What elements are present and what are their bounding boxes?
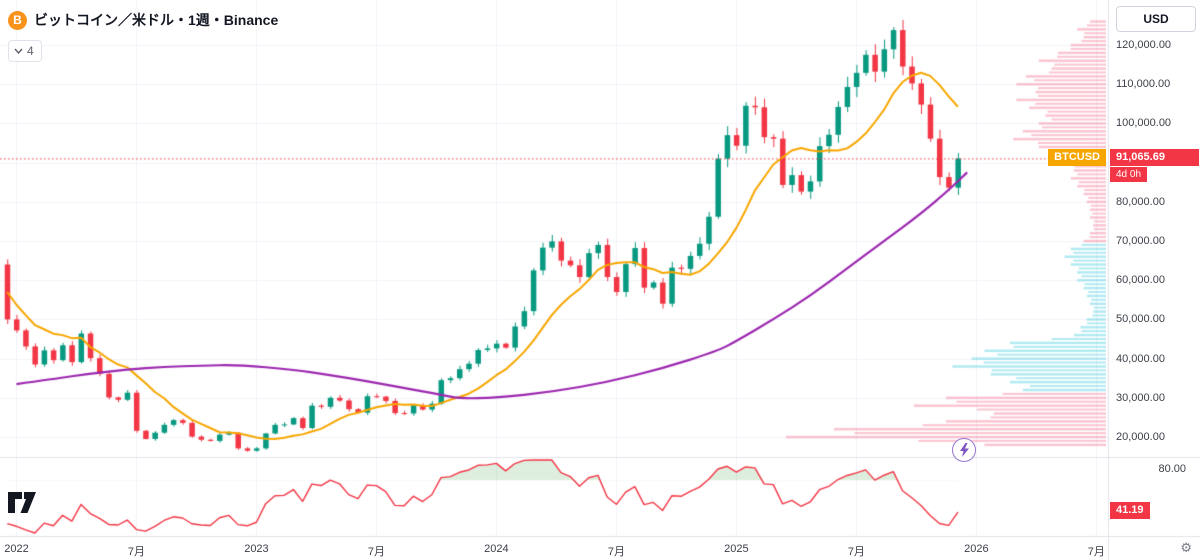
bar-countdown-badge: 4d 0h: [1110, 167, 1148, 183]
symbol-legend[interactable]: B ビットコイン／米ドル・1週・Binance: [8, 10, 278, 30]
gear-icon[interactable]: ⚙: [1180, 540, 1192, 555]
time-axis-label: 7月: [847, 546, 865, 558]
price-axis-label: 120,000.00: [1116, 39, 1172, 51]
time-axis-label: 7月: [367, 546, 385, 558]
chevron-down-icon: [14, 48, 23, 54]
price-axis-label: 50,000.00: [1116, 313, 1165, 326]
price-axis-label: 30,000.00: [1116, 391, 1165, 404]
time-axis-label: 7月: [607, 546, 625, 558]
lightning-trade-button[interactable]: [952, 438, 976, 462]
price-axis-label: 70,000.00: [1116, 235, 1165, 247]
tradingview-logo[interactable]: [8, 492, 42, 518]
price-axis-label: 20,000.00: [1116, 431, 1165, 443]
time-axis-label: 7月: [127, 546, 145, 558]
symbol-badge: BTCUSD: [1048, 149, 1106, 167]
time-axis-label: 2024: [484, 543, 509, 555]
price-axis-label: 80,000.00: [1116, 195, 1165, 208]
time-axis-label: 2026: [964, 543, 989, 555]
price-axis-label: 110,000.00: [1116, 78, 1171, 91]
currency-usd-button[interactable]: USD: [1116, 6, 1196, 32]
time-axis-label: 2022: [4, 543, 29, 555]
symbol-title: ビットコイン／米ドル・1週・Binance: [34, 12, 279, 28]
price-axis-label: 60,000.00: [1116, 274, 1165, 287]
interval-selector[interactable]: 4: [8, 40, 42, 62]
last-price-badge: 91,065.69: [1110, 149, 1199, 167]
lightning-icon: [959, 443, 969, 457]
time-axis-label: 2023: [244, 543, 269, 555]
price-axis-label: 40,000.00: [1116, 352, 1165, 365]
time-axis-label: 7月: [1087, 546, 1105, 558]
time-axis-label: 2025: [724, 543, 749, 555]
price-axis-label: 100,000.00: [1116, 117, 1172, 130]
interval-value: 4: [27, 44, 34, 58]
rsi-axis-label: 80.00: [1158, 463, 1186, 475]
rsi-value-badge: 41.19: [1110, 502, 1150, 520]
bitcoin-logo-icon: B: [8, 10, 27, 30]
